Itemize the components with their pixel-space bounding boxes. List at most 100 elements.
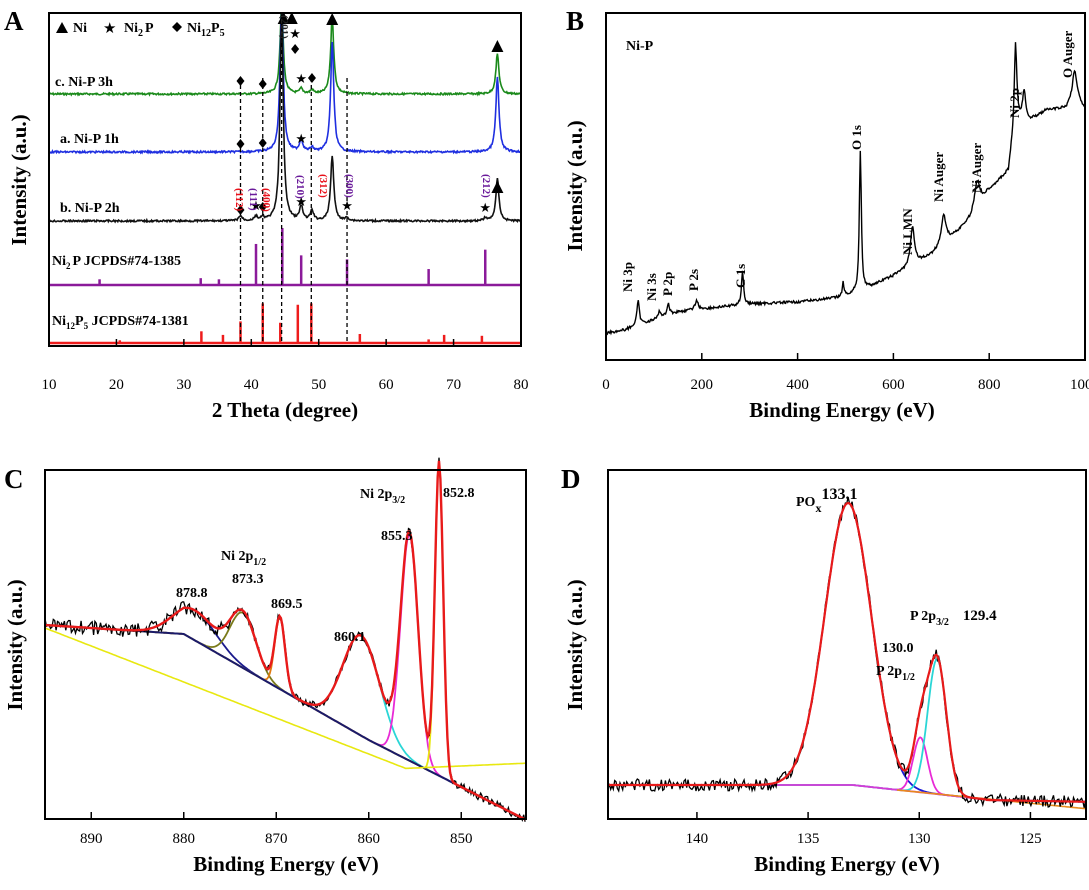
star-marker-icon: ★	[479, 200, 491, 215]
peak-label: P 2s	[686, 269, 701, 291]
hkl-112: (112)	[233, 188, 245, 212]
x-tick-label: 200	[691, 377, 714, 393]
x-tick-label: 60	[379, 377, 394, 393]
x-tick-label: 1000	[1070, 377, 1089, 393]
x-tick-label: 800	[978, 377, 1001, 393]
triangle-marker-icon	[326, 13, 339, 25]
x-tick-label: 50	[311, 377, 326, 393]
panel-c: C 878.8 873.3 869.5 860.1 855.3 852.8 Ni…	[3, 457, 527, 876]
peak-873-3: 873.3	[232, 572, 264, 587]
panel-c-letter: C	[4, 464, 24, 494]
x-tick-label: 600	[882, 377, 905, 393]
x-tick-label: 30	[176, 377, 191, 393]
triangle-marker-icon	[491, 181, 504, 193]
annot-p2p12: P 2p1/2	[876, 664, 915, 683]
x-tick-label: 10	[42, 377, 57, 393]
x-tick-label: 870	[265, 831, 288, 847]
panel-a-dashed-guides	[239, 15, 348, 343]
hkl-212: (212)	[480, 174, 492, 198]
star-marker-icon: ★	[250, 198, 262, 213]
x-tick-label: 850	[450, 831, 473, 847]
panel-c-frame	[44, 469, 527, 820]
diamond-marker-icon	[307, 73, 316, 83]
panel-b-x-ticks: 0 200 400 600 800 1000	[602, 353, 1089, 393]
panel-a-frame	[48, 12, 522, 347]
peak-label: O 1s	[849, 125, 864, 150]
fit-component-2	[608, 736, 1086, 803]
panel-c-curves	[44, 457, 526, 822]
annot-130-0: 130.0	[882, 641, 914, 656]
x-tick-label: 20	[109, 377, 124, 393]
peak-label: O Auger	[1060, 30, 1075, 78]
x-tick-label: 140	[686, 831, 709, 847]
peak-label: Ni LMN	[900, 208, 915, 255]
peak-852-8: 852.8	[443, 486, 475, 501]
panel-a-x-ticks: 10 20 30 40 50 60 70 80	[42, 339, 529, 393]
panel-a-legend: Ni ★ Ni2 P Ni12P5	[56, 21, 225, 39]
triangle-marker-icon	[285, 12, 298, 24]
x-tick-label: 80	[514, 377, 529, 393]
triangle-marker-icon	[56, 22, 68, 33]
x-tick-label: 40	[244, 377, 259, 393]
panel-b-xlabel: Binding Energy (eV)	[749, 398, 935, 422]
triangle-marker-icon	[491, 40, 504, 52]
diamond-marker-icon	[236, 76, 245, 86]
panel-d-x-ticks: 140 135 130 125	[686, 812, 1042, 847]
series-label-ni-p-2h: b. Ni-P 2h	[60, 201, 120, 216]
peak-label: Ni Auger	[969, 143, 984, 193]
panel-a-ylabel: Intensity (a.u.)	[7, 114, 31, 245]
ref-label-ni12p5: Ni12P5 JCPDS#74-1381	[52, 314, 189, 331]
peak-label: Ni Auger	[931, 152, 946, 202]
diamond-marker-icon	[258, 79, 267, 89]
x-tick-label: 400	[786, 377, 809, 393]
hkl-300: (300)	[343, 174, 355, 198]
series-line-3	[48, 13, 522, 224]
hkl-210: (210)	[294, 175, 306, 199]
panel-a-xlabel: 2 Theta (degree)	[212, 398, 358, 422]
x-tick-label: 70	[446, 377, 461, 393]
peak-label: C 1s	[733, 264, 748, 288]
peak-860-1: 860.1	[334, 630, 366, 645]
hkl-201: (201)	[278, 15, 290, 39]
envelope-fit-line	[608, 501, 1086, 803]
x-tick-label: 125	[1019, 831, 1042, 847]
panel-b-peak-labels: Ni 3p Ni 3s P 2p P 2s C 1s O 1s Ni LMN Ni Auger…	[620, 30, 1075, 301]
star-marker-icon: ★	[295, 194, 307, 209]
panel-b-curves	[605, 42, 1086, 336]
x-tick-label: 135	[797, 831, 820, 847]
panel-d-ylabel: Intensity (a.u.)	[563, 579, 587, 710]
hkl-111: (111)	[247, 188, 259, 211]
panel-d: D POx133.1 P 2p3/2 129.4 130.0 P 2p1/2 14…	[561, 464, 1087, 876]
diamond-marker-icon	[236, 205, 245, 215]
panel-c-x-ticks: 890 880 870 860 850	[80, 812, 473, 847]
panel-d-curves	[607, 496, 1087, 810]
panel-c-ylabel: Intensity (a.u.)	[3, 579, 27, 710]
diamond-marker-icon	[291, 44, 300, 54]
legend-ni12p5: Ni12P5	[187, 21, 225, 39]
panel-a-phase-markers: ★ ★ ★ ★ ★ ★ ★	[236, 12, 504, 215]
peak-label: Ni 2p	[1007, 88, 1022, 118]
panel-c-xlabel: Binding Energy (eV)	[193, 852, 379, 876]
hkl-400: (400)	[260, 188, 272, 212]
peak-label: Ni 3p	[620, 262, 635, 292]
panel-d-xlabel: Binding Energy (eV)	[754, 852, 940, 876]
shirley-line	[44, 627, 526, 770]
fit-component-3	[608, 658, 1086, 803]
panel-b-title: Ni-P	[626, 39, 654, 54]
x-tick-label: 130	[908, 831, 931, 847]
raw-data-line	[607, 496, 1087, 808]
x-tick-label: 860	[358, 831, 381, 847]
panel-b-letter: B	[566, 6, 584, 36]
star-marker-icon: ★	[341, 198, 353, 213]
panel-a-letter: A	[4, 6, 24, 36]
panel-b-ylabel: Intensity (a.u.)	[563, 120, 587, 251]
x-tick-label: 880	[173, 831, 196, 847]
series-line-2	[48, 13, 522, 155]
x-tick-label: 0	[602, 377, 610, 393]
envelope-fit-line	[44, 460, 526, 821]
peak-878-8: 878.8	[176, 586, 208, 601]
panel-d-letter: D	[561, 464, 581, 494]
survey-spectrum-line	[605, 42, 1086, 336]
